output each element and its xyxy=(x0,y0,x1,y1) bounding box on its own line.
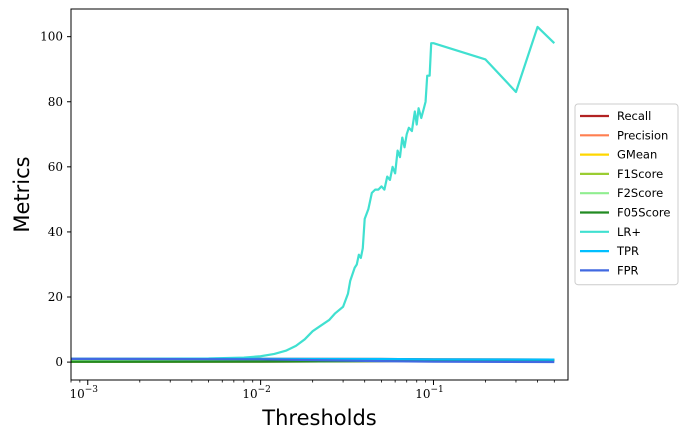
legend-label-5: F05Score xyxy=(617,206,670,220)
tick-layer: 0 20 40 60 80 100 10−3 10−2 10−1 xyxy=(40,30,555,401)
series-line-6 xyxy=(71,25,556,360)
y-tick-label-0: 0 xyxy=(55,355,63,369)
y-tick-label-2: 40 xyxy=(48,225,63,239)
plot-frame xyxy=(70,8,569,381)
y-tick-label-5: 100 xyxy=(40,30,63,44)
legend-label-6: LR+ xyxy=(617,225,641,239)
legend-box xyxy=(574,103,679,286)
x-tick-label-0: 10−3 xyxy=(69,385,98,401)
y-tick-label-4: 80 xyxy=(48,95,63,109)
legend-label-1: Precision xyxy=(617,128,668,142)
legend: Recall Precision GMean F1Score F2Score F05Sco… xyxy=(574,103,679,286)
series-line-8 xyxy=(71,357,555,364)
legend-label-3: F1Score xyxy=(617,167,663,181)
legend-label-4: F2Score xyxy=(617,186,663,200)
series-layer xyxy=(71,25,556,364)
legend-label-2: GMean xyxy=(617,148,657,162)
y-axis-label: Metrics xyxy=(10,156,34,232)
legend-label-7: TPR xyxy=(616,244,639,258)
x-axis-label: Thresholds xyxy=(261,406,376,430)
legend-label-8: FPR xyxy=(617,263,639,277)
y-tick-label-3: 60 xyxy=(48,160,63,174)
x-tick-label-2: 10−1 xyxy=(415,385,444,401)
x-tick-label-1: 10−2 xyxy=(242,385,271,401)
legend-label-0: Recall xyxy=(617,109,651,123)
y-tick-label-1: 20 xyxy=(48,290,63,304)
